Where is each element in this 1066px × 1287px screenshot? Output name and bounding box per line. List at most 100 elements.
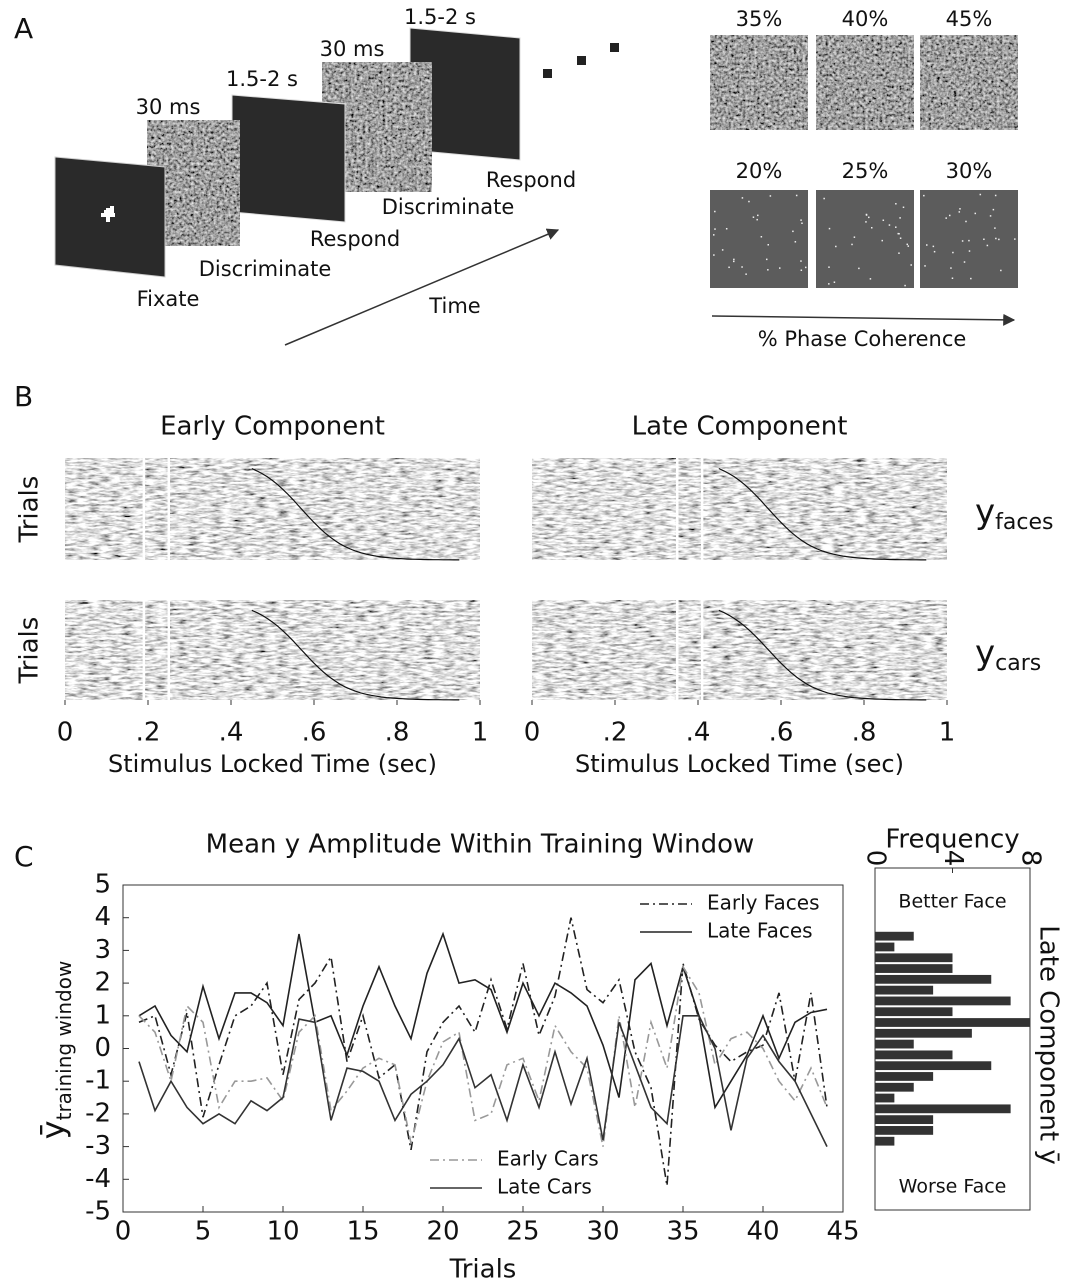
duration-label: 1.5-2 s — [404, 5, 476, 29]
hist-bar — [875, 1082, 914, 1092]
speck — [961, 240, 964, 242]
row-label-sub: faces — [995, 510, 1053, 535]
hist-frame — [874, 867, 1031, 1211]
speck — [800, 219, 802, 221]
duration-label: 30 ms — [136, 95, 201, 119]
speck — [714, 210, 716, 213]
coherence-level: 25% — [842, 159, 889, 183]
speck — [1014, 238, 1016, 240]
coherence-level: 40% — [842, 7, 889, 31]
speck — [907, 245, 910, 247]
speck — [733, 258, 735, 261]
trials-label: Trials — [15, 476, 45, 544]
stimulus-frames — [54, 27, 619, 346]
speck — [795, 194, 798, 197]
speck — [898, 232, 900, 235]
row-label: yfaces — [975, 492, 1053, 536]
speck — [895, 226, 897, 228]
speck — [965, 220, 967, 223]
y-tick-label: -1 — [85, 1066, 111, 1096]
y-tick-label: 3 — [94, 935, 111, 965]
x-tick-label: .6 — [302, 718, 327, 748]
x-tick-label: 30 — [586, 1217, 619, 1247]
noise-image — [710, 35, 808, 130]
x-tick-label: 8 — [1016, 850, 1046, 867]
x-tick-label: .8 — [385, 718, 410, 748]
trial-raster — [532, 458, 947, 560]
y-tick-label: -4 — [85, 1164, 111, 1194]
y-label-sub: training window — [52, 961, 76, 1121]
speck — [994, 194, 997, 197]
x-tick-label: .4 — [219, 718, 244, 748]
x-tick-label: 0 — [524, 718, 541, 748]
sort-curve — [718, 467, 927, 561]
x-axis-label: Stimulus Locked Time (sec) — [575, 750, 904, 778]
row-label-base: y — [975, 633, 995, 673]
speck — [932, 245, 935, 248]
y-tick-label: 5 — [94, 870, 111, 900]
y-tick-label: -2 — [85, 1098, 111, 1128]
hist-bar — [875, 1039, 914, 1049]
speck — [951, 277, 954, 279]
speck — [899, 217, 901, 219]
coherence-level: 20% — [736, 159, 783, 183]
phase-image — [710, 190, 808, 288]
annotation: Better Face — [898, 891, 1006, 913]
speck — [983, 238, 985, 241]
x-axis-label: Frequency — [885, 825, 1019, 855]
speck — [958, 211, 961, 213]
trials-label: Trials — [15, 617, 45, 685]
speck — [974, 212, 977, 215]
speck — [828, 266, 830, 268]
speck — [979, 193, 982, 196]
speck — [970, 277, 972, 280]
speck — [745, 273, 747, 275]
noise-image — [816, 35, 914, 130]
hist-bar — [875, 1007, 953, 1017]
x-tick-label: 20 — [426, 1217, 459, 1247]
duration-label: 30 ms — [320, 37, 385, 61]
y-tick-label: 2 — [94, 968, 111, 998]
speck — [752, 216, 755, 218]
time-arrow — [284, 228, 560, 346]
speck — [804, 266, 807, 269]
speck — [800, 260, 802, 262]
speck — [870, 226, 873, 229]
x-axis-label: Trials — [449, 1255, 517, 1285]
x-tick-label: 10 — [266, 1217, 299, 1247]
step-label: Respond — [486, 168, 576, 192]
coherence-level: 35% — [736, 7, 783, 31]
speck — [992, 208, 995, 211]
y-tick-label: -5 — [85, 1197, 111, 1227]
speck — [945, 217, 947, 219]
hist-bar — [875, 1126, 934, 1135]
coherence-level: 30% — [946, 159, 993, 183]
speck — [897, 232, 899, 235]
speck — [748, 200, 750, 203]
speck — [888, 224, 891, 226]
x-tick-label: 4 — [938, 850, 968, 867]
x-tick-label: 40 — [746, 1217, 779, 1247]
subplot-title: Late Component — [632, 412, 848, 442]
x-tick-label: .8 — [852, 718, 877, 748]
speck — [926, 244, 928, 246]
speck — [898, 252, 900, 254]
speck — [968, 239, 970, 242]
x-tick-label: 25 — [506, 1217, 539, 1247]
phase-image — [920, 190, 1018, 288]
speck — [902, 206, 905, 209]
x-tick-label: 0 — [861, 850, 891, 867]
speck — [950, 267, 952, 269]
step-label: Fixate — [137, 287, 200, 311]
speck — [868, 216, 870, 219]
speck — [769, 195, 772, 197]
speck — [851, 243, 853, 246]
hist-bar — [875, 953, 953, 963]
speck — [910, 264, 912, 266]
noise-image — [920, 35, 1018, 130]
chart-title: Mean y Amplitude Within Training Window — [206, 830, 755, 860]
speck — [767, 244, 769, 246]
hist-bar — [875, 964, 953, 973]
